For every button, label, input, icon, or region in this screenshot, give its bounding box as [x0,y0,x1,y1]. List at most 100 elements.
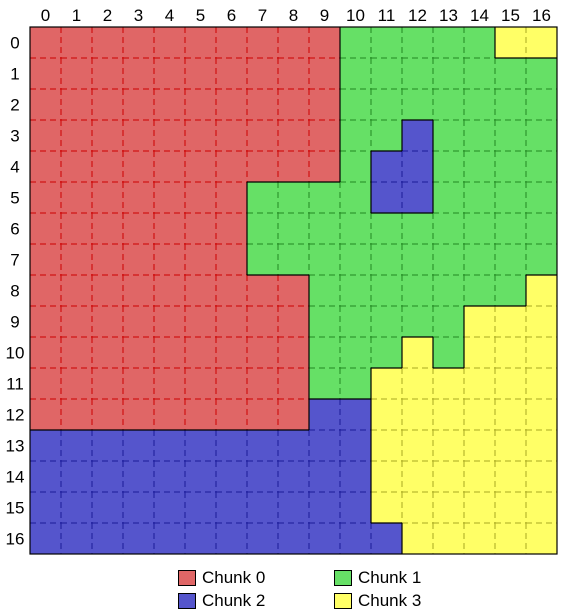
grid-cell [92,27,123,58]
grid-cell [464,27,495,58]
grid-cell [92,368,123,399]
grid-cell [185,27,216,58]
grid-cell [154,213,185,244]
grid-cell [185,523,216,554]
grid-cell [30,306,61,337]
grid-cell [247,461,278,492]
grid-cell [123,461,154,492]
grid-cell [371,368,402,399]
grid-cell [278,182,309,213]
grid-cell [526,244,557,275]
grid-cell [123,213,154,244]
grid-cell [92,399,123,430]
grid-cell [92,492,123,523]
grid-cell [433,89,464,120]
grid-cell [526,523,557,554]
grid-cell [247,306,278,337]
grid-cell [371,151,402,182]
grid-cell [123,275,154,306]
grid-cell [495,58,526,89]
grid-cell [433,213,464,244]
grid-cell [123,58,154,89]
grid-cell [433,523,464,554]
grid-cell [247,27,278,58]
grid-cell [30,492,61,523]
grid-cell [309,523,340,554]
grid-cell [61,523,92,554]
grid-cell [278,58,309,89]
grid-cell [247,368,278,399]
grid-cell [123,89,154,120]
row-label: 13 [6,437,25,456]
grid-cell [216,58,247,89]
grid-cell [247,430,278,461]
grid-cell [61,27,92,58]
grid-cell [61,151,92,182]
grid-cell [61,461,92,492]
legend-item-chunk-0: Chunk 0 [178,568,265,588]
grid-cell [340,244,371,275]
grid-cell [433,306,464,337]
grid-cell [61,213,92,244]
grid-cell [185,368,216,399]
grid-cell [526,151,557,182]
grid-cell [185,275,216,306]
grid-cell [402,399,433,430]
grid-cell [340,306,371,337]
grid-cell [309,244,340,275]
grid-cell [371,27,402,58]
legend-swatch-chunk-1 [334,570,352,586]
grid-cell [61,430,92,461]
grid-cell [123,182,154,213]
grid-cell [526,120,557,151]
grid-cell [185,337,216,368]
legend-label-chunk-1: Chunk 1 [358,568,422,587]
row-label: 14 [6,468,25,487]
legend-item-chunk-1: Chunk 1 [334,568,421,588]
grid-cell [154,337,185,368]
grid-cell [247,151,278,182]
grid-cell [464,461,495,492]
grid-cell [309,275,340,306]
grid-cell [154,58,185,89]
grid-cell [278,213,309,244]
grid-cell [185,120,216,151]
grid-cell [309,306,340,337]
legend-label-chunk-2: Chunk 2 [202,591,266,610]
legend-item-chunk-2: Chunk 2 [178,591,265,611]
grid-cell [30,120,61,151]
grid-cell [185,399,216,430]
grid-cell [495,461,526,492]
grid-cell [309,492,340,523]
grid-cell [402,461,433,492]
grid-cell [464,244,495,275]
grid-cell [278,120,309,151]
column-label: 4 [165,6,174,25]
grid-cell [247,213,278,244]
grid-cell [92,337,123,368]
grid-cell [278,492,309,523]
grid-cell [61,89,92,120]
grid-cell [526,182,557,213]
grid-cell [340,182,371,213]
grid-cell [123,368,154,399]
grid-cell [247,89,278,120]
grid-cell [278,337,309,368]
grid-cell [278,89,309,120]
grid-cell [247,244,278,275]
grid-cell [154,492,185,523]
grid-cell [526,58,557,89]
grid-cell [464,58,495,89]
legend-swatch-chunk-2 [178,593,196,609]
grid-cell [526,306,557,337]
row-label: 2 [10,96,19,115]
grid-cell [433,368,464,399]
grid-cell [433,275,464,306]
row-label: 3 [10,127,19,146]
grid-outer-border [29,26,558,555]
grid-cell [464,182,495,213]
grid-cell [371,275,402,306]
grid-cell [495,244,526,275]
grid-cell [526,337,557,368]
grid-cell [340,151,371,182]
